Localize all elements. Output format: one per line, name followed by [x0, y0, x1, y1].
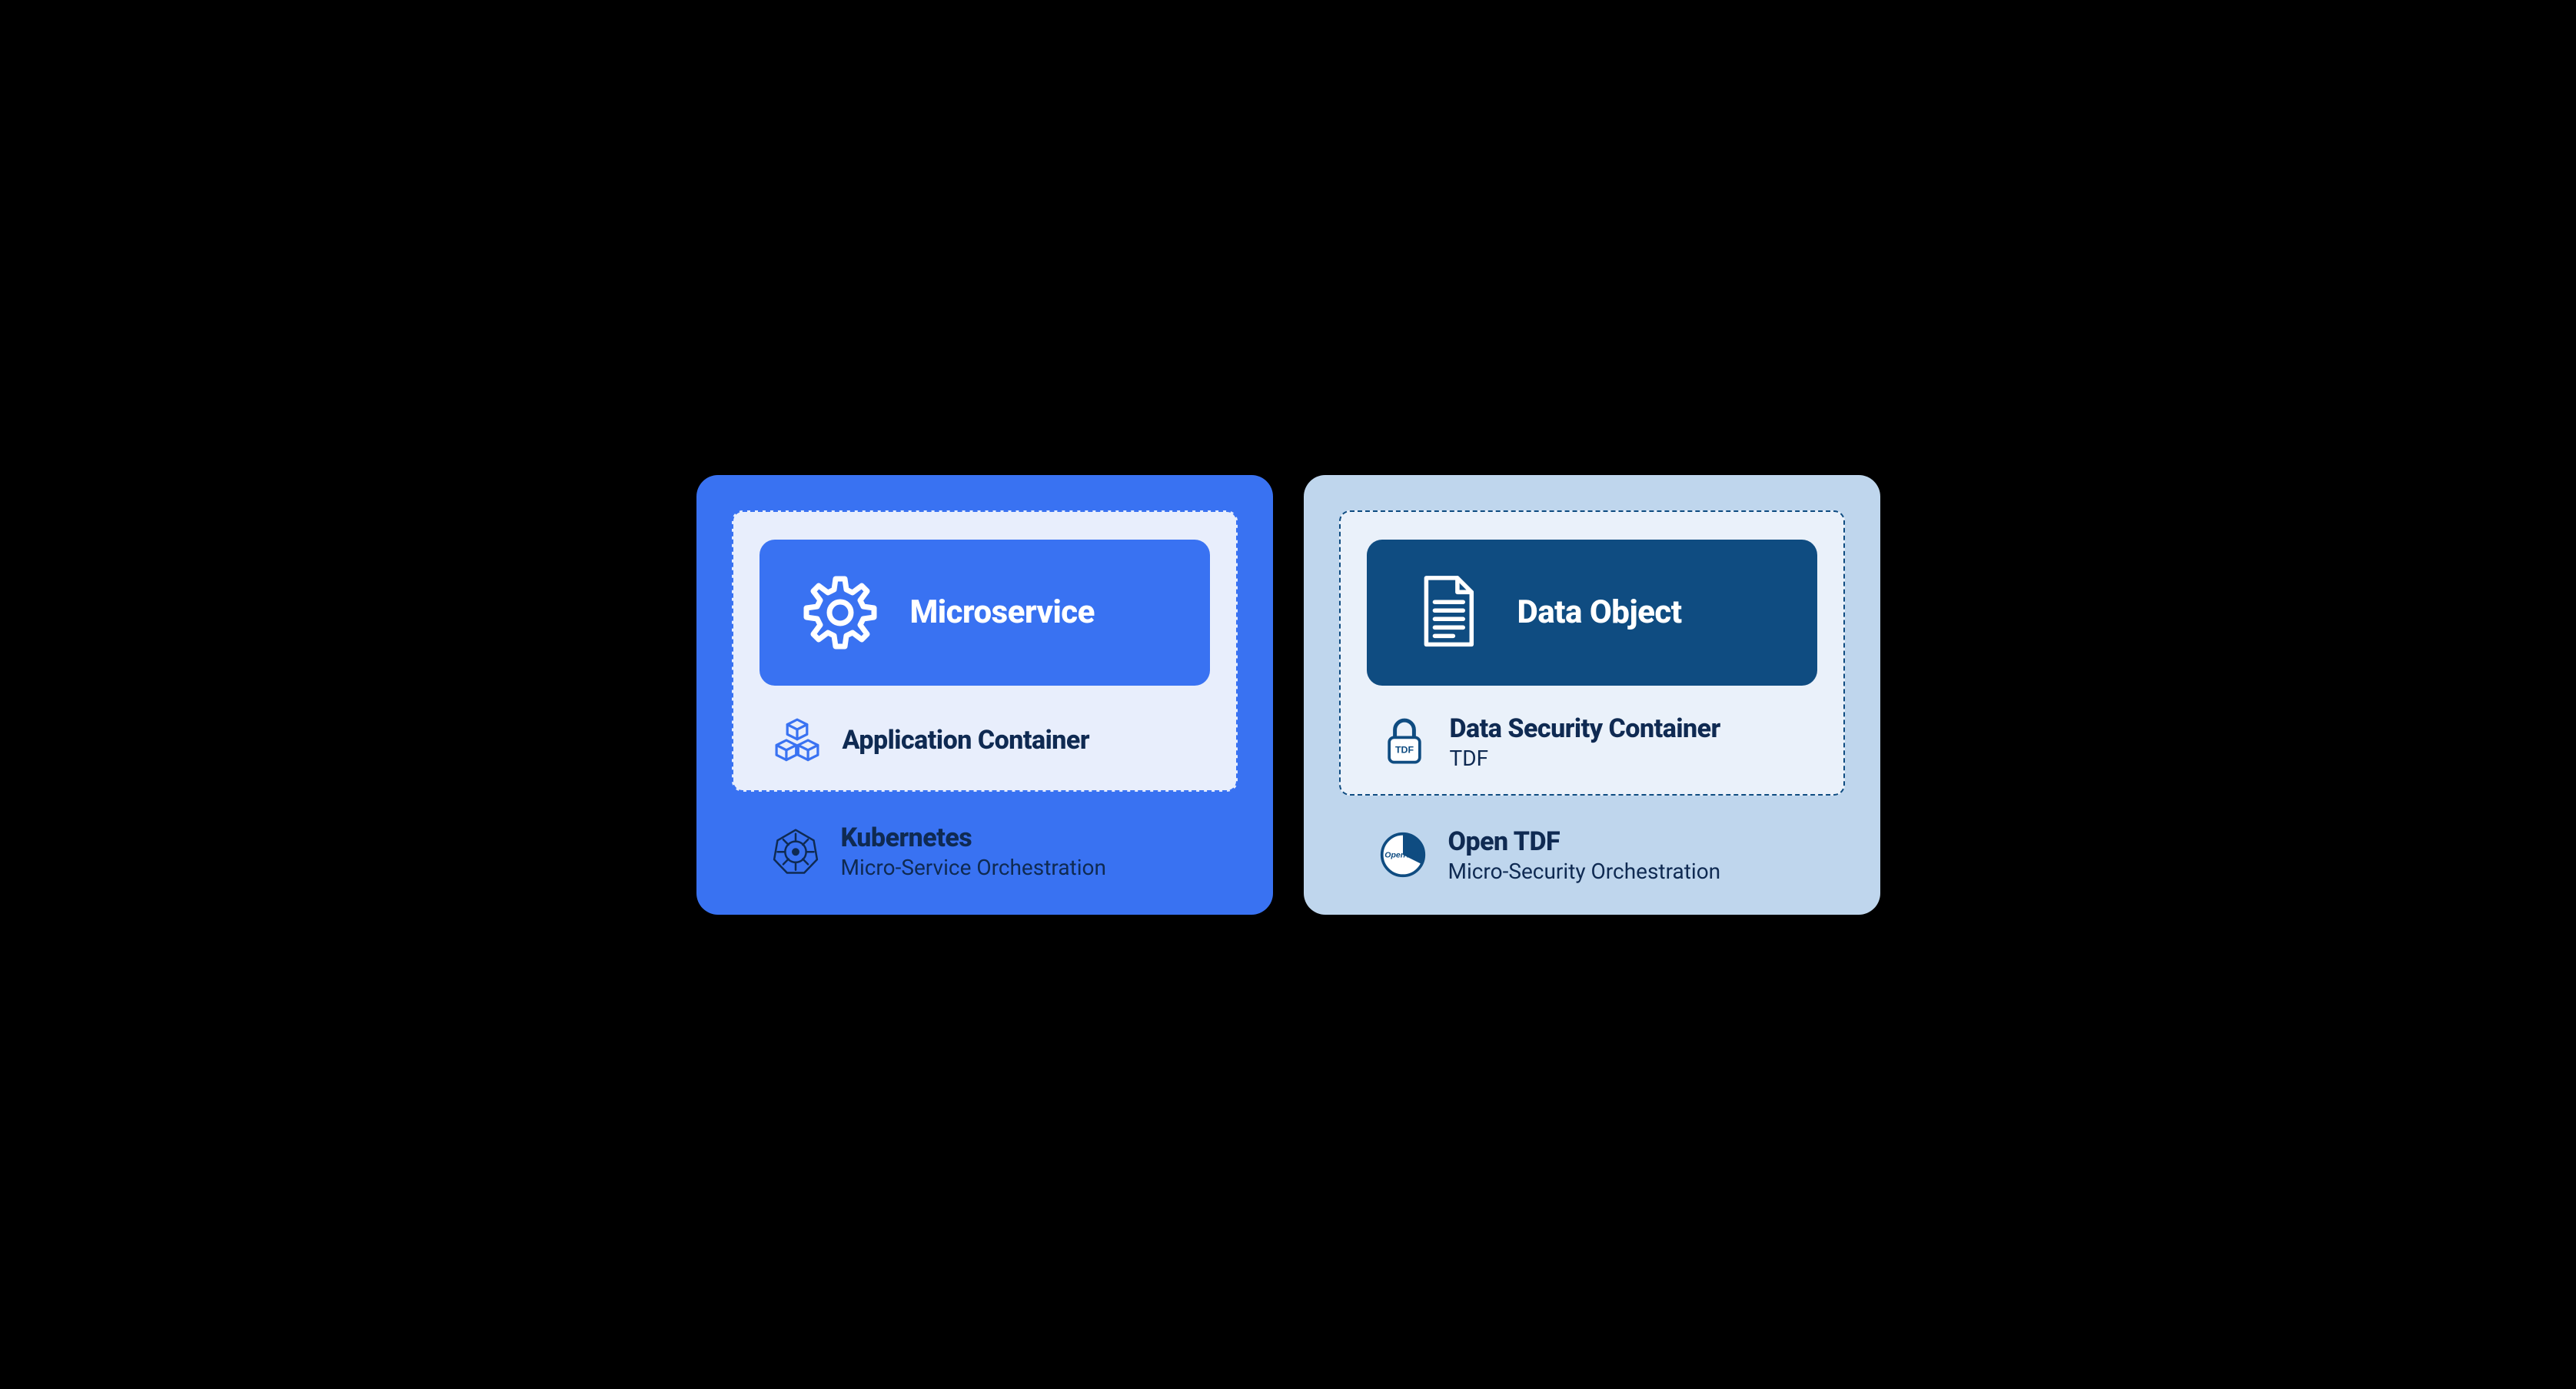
helm-wheel-icon — [769, 824, 823, 878]
opentdf-badge-icon: OpenTDF — [1376, 828, 1430, 882]
kubernetes-subtitle: Micro-Service Orchestration — [841, 855, 1106, 880]
gear-icon — [798, 570, 882, 655]
svg-text:TDF: TDF — [1394, 744, 1414, 755]
data-security-container-subtitle: TDF — [1450, 746, 1720, 771]
kubernetes-title: Kubernetes — [841, 822, 1106, 853]
opentdf-row: OpenTDF Open TDF Micro-Security Orchestr… — [1339, 826, 1845, 884]
microservice-label: Microservice — [910, 593, 1095, 631]
right-dashed-container: Data Object TDF Data Security Container … — [1339, 510, 1845, 796]
data-security-container-row: TDF Data Security Container TDF — [1367, 713, 1817, 771]
architecture-diagram: Microservice — [696, 475, 1880, 915]
data-object-label: Data Object — [1517, 593, 1682, 631]
data-object-card: Data Object — [1367, 540, 1817, 686]
opentdf-subtitle: Micro-Security Orchestration — [1448, 859, 1721, 884]
svg-text:OpenTDF: OpenTDF — [1384, 851, 1421, 860]
right-panel: Data Object TDF Data Security Container … — [1304, 475, 1880, 915]
data-security-container-title: Data Security Container — [1450, 713, 1720, 744]
left-dashed-container: Microservice — [732, 510, 1238, 792]
opentdf-title: Open TDF — [1448, 826, 1721, 857]
kubernetes-row: Kubernetes Micro-Service Orchestration — [732, 822, 1238, 880]
application-container-row: Application Container — [760, 713, 1210, 767]
cubes-icon — [770, 713, 824, 767]
left-panel: Microservice — [696, 475, 1273, 915]
application-container-title: Application Container — [843, 725, 1090, 756]
lock-tdf-icon: TDF — [1378, 715, 1431, 769]
document-icon — [1405, 570, 1490, 655]
microservice-card: Microservice — [760, 540, 1210, 686]
